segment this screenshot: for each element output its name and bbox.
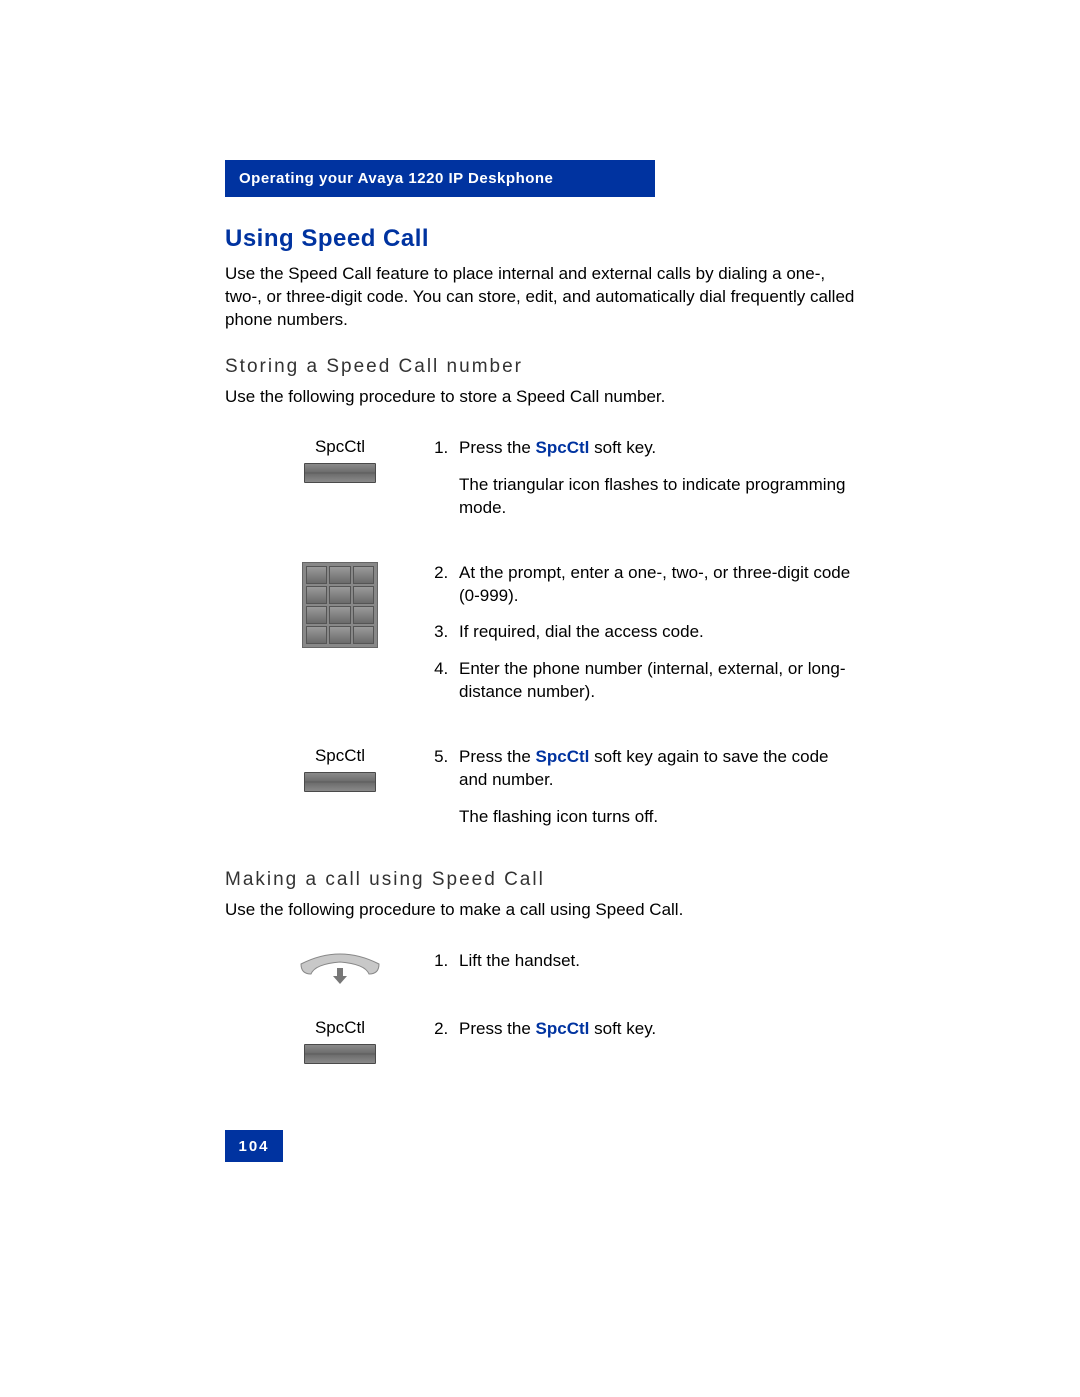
step-5: Press the SpcCtl soft key again to save … — [453, 746, 860, 792]
storing-intro: Use the following procedure to store a S… — [225, 386, 860, 409]
document-page: Operating your Avaya 1220 IP Deskphone U… — [225, 160, 860, 1064]
step-1-note: The triangular icon flashes to indicate … — [459, 474, 860, 520]
steps-col: Press the SpcCtl soft key again to save … — [425, 746, 860, 843]
steps-col: Press the SpcCtl soft key. — [425, 1018, 860, 1055]
illustration-col: SpcCtl — [225, 1018, 425, 1064]
keypad-icon — [302, 562, 378, 648]
step-2: Press the SpcCtl soft key. — [453, 1018, 860, 1041]
procedure-row: At the prompt, enter a one-, two-, or th… — [225, 562, 860, 719]
illustration-col: SpcCtl — [225, 437, 425, 483]
steps-col: Lift the handset. — [425, 950, 860, 987]
illustration-col — [225, 950, 425, 990]
procedure-row: SpcCtl Press the SpcCtl soft key. — [225, 1018, 860, 1064]
bold-spcctl: SpcCtl — [536, 1019, 590, 1038]
making-intro: Use the following procedure to make a ca… — [225, 899, 860, 922]
subheading-storing: Storing a Speed Call number — [225, 356, 860, 378]
procedure-row: Lift the handset. — [225, 950, 860, 990]
handset-lift-icon — [295, 950, 385, 990]
softkey-label: SpcCtl — [315, 1018, 365, 1038]
softkey-button-icon — [304, 1044, 376, 1064]
intro-paragraph: Use the Speed Call feature to place inte… — [225, 263, 860, 332]
softkey-button-icon — [304, 772, 376, 792]
page-number: 104 — [225, 1130, 283, 1162]
step-2: At the prompt, enter a one-, two-, or th… — [453, 562, 860, 608]
softkey-button-icon — [304, 463, 376, 483]
step-1: Lift the handset. — [453, 950, 860, 973]
procedure-row: SpcCtl Press the SpcCtl soft key again t… — [225, 746, 860, 843]
subheading-making: Making a call using Speed Call — [225, 869, 860, 891]
steps-col: At the prompt, enter a one-, two-, or th… — [425, 562, 860, 719]
step-4: Enter the phone number (internal, extern… — [453, 658, 860, 704]
softkey-label: SpcCtl — [315, 746, 365, 766]
step-5-note: The flashing icon turns off. — [459, 806, 860, 829]
procedure-row: SpcCtl Press the SpcCtl soft key. The tr… — [225, 437, 860, 534]
softkey-label: SpcCtl — [315, 437, 365, 457]
section-title: Using Speed Call — [225, 225, 860, 253]
step-1: Press the SpcCtl soft key. — [453, 437, 860, 460]
steps-col: Press the SpcCtl soft key. The triangula… — [425, 437, 860, 534]
illustration-col — [225, 562, 425, 648]
illustration-col: SpcCtl — [225, 746, 425, 792]
page-header: Operating your Avaya 1220 IP Deskphone — [225, 160, 655, 197]
step-3: If required, dial the access code. — [453, 621, 860, 644]
bold-spcctl: SpcCtl — [536, 438, 590, 457]
bold-spcctl: SpcCtl — [536, 747, 590, 766]
